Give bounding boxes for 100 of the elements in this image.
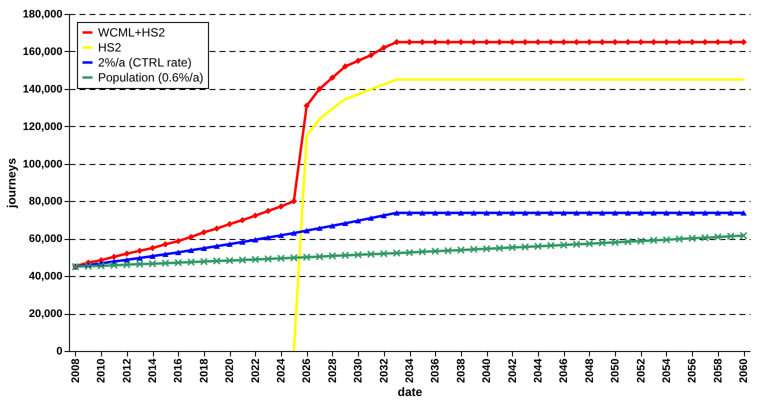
point: [278, 203, 284, 210]
point: [599, 210, 606, 216]
point: [84, 262, 92, 270]
point: [585, 240, 594, 248]
point: [200, 258, 208, 266]
point: [726, 232, 735, 240]
point: [662, 236, 670, 244]
x-tick-label: 2016: [172, 358, 185, 383]
x-tick-label: 2014: [147, 358, 160, 383]
point: [290, 198, 298, 204]
point: [162, 241, 169, 248]
point: [302, 253, 311, 262]
x-tick-label: 2008: [70, 358, 82, 383]
y-tick-label: 0: [56, 346, 62, 358]
point: [470, 38, 477, 46]
point: [560, 241, 568, 249]
point: [624, 38, 632, 46]
point: [304, 228, 310, 234]
point: [341, 251, 350, 260]
point: [393, 210, 400, 216]
point: [406, 248, 414, 256]
point: [136, 248, 143, 254]
x-tick-label: 2036: [430, 358, 442, 383]
point: [714, 233, 722, 241]
point: [702, 38, 708, 46]
point: [522, 210, 528, 216]
point: [368, 52, 374, 58]
y-tick-label: 120,000: [22, 120, 62, 133]
point: [483, 210, 490, 216]
line-series: [292, 78, 745, 351]
x-tick-label: 2058: [712, 358, 724, 383]
point: [406, 38, 413, 46]
point: [161, 259, 170, 268]
point: [175, 250, 182, 256]
x-tick-label: 2048: [584, 358, 596, 383]
point: [740, 210, 747, 216]
point: [728, 38, 734, 46]
x-tick-label: 2020: [224, 358, 236, 383]
point: [329, 74, 336, 81]
x-tick-label: 2052: [635, 358, 648, 383]
point: [432, 210, 438, 216]
y-tick-label: 40,000: [28, 270, 62, 283]
point: [380, 212, 387, 218]
y-tick-label: 140,000: [22, 83, 62, 96]
point: [456, 246, 465, 254]
point: [290, 254, 298, 262]
point: [162, 251, 169, 257]
x-tick-label: 2022: [250, 358, 262, 383]
point: [148, 260, 156, 268]
point: [546, 242, 555, 250]
point: [239, 239, 246, 245]
x-tick-label: 2018: [198, 358, 210, 383]
point: [444, 38, 452, 46]
point: [509, 210, 516, 216]
point: [419, 210, 426, 216]
point: [431, 247, 440, 256]
point: [188, 248, 194, 254]
point: [548, 38, 554, 46]
y-tick-label: 160,000: [22, 46, 62, 58]
point: [650, 236, 658, 244]
point: [701, 234, 709, 242]
point: [122, 260, 131, 269]
x-tick-label: 2046: [558, 358, 570, 383]
point: [432, 38, 438, 46]
y-axis-title: journeys: [4, 158, 19, 210]
point: [573, 210, 580, 216]
point: [316, 225, 323, 231]
point: [136, 260, 144, 268]
point: [226, 220, 233, 228]
point: [226, 241, 233, 247]
point: [265, 208, 272, 214]
point: [188, 234, 194, 240]
point: [636, 237, 645, 246]
x-tick-label: 2044: [532, 358, 544, 383]
point: [675, 235, 684, 243]
point: [251, 256, 260, 264]
point: [252, 212, 258, 219]
point: [329, 223, 336, 228]
y-tick-label: 80,000: [28, 196, 62, 208]
point: [354, 58, 362, 64]
point: [238, 256, 246, 264]
point: [214, 243, 220, 249]
point: [264, 254, 272, 263]
point: [470, 210, 477, 216]
point: [393, 38, 400, 46]
point: [534, 210, 542, 216]
point: [342, 220, 348, 226]
point: [354, 250, 362, 259]
y-tick-label: 100,000: [22, 158, 62, 170]
x-tick-label: 2038: [455, 358, 468, 383]
point: [599, 38, 606, 46]
point: [663, 38, 670, 46]
point: [265, 234, 272, 240]
x-tick-label: 2028: [326, 358, 339, 383]
point: [612, 210, 618, 216]
point: [611, 238, 619, 246]
point: [290, 230, 298, 236]
point: [496, 210, 503, 216]
point: [200, 229, 208, 236]
point: [560, 210, 567, 216]
